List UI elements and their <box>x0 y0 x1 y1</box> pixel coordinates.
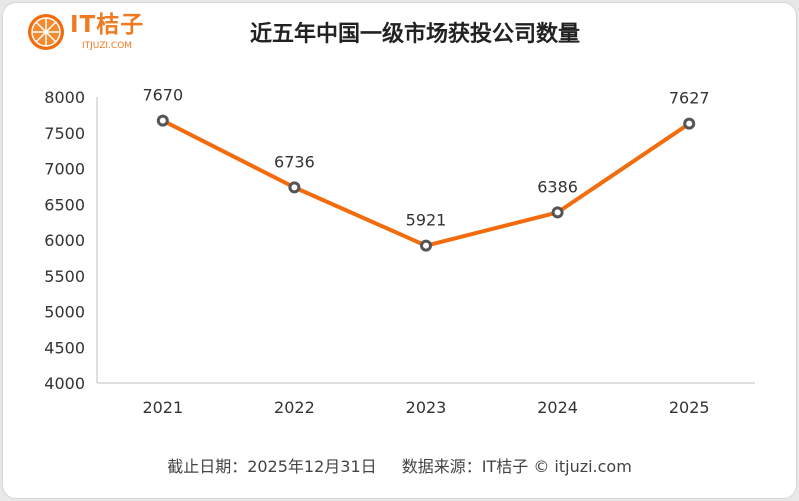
x-tick-label: 2024 <box>537 398 578 417</box>
data-label: 7670 <box>142 86 183 105</box>
data-point <box>683 117 696 130</box>
data-point <box>420 239 432 252</box>
x-tick-label: 2023 <box>406 398 447 417</box>
data-label: 6736 <box>274 152 315 171</box>
data-point <box>288 181 301 194</box>
footer-date: 截止日期：2025年12月31日 <box>167 457 377 476</box>
footer: 截止日期：2025年12月31日 数据来源：IT桔子 © itjuzi.com <box>0 453 799 477</box>
y-tick-label: 8000 <box>44 88 85 107</box>
y-tick-label: 6000 <box>44 231 85 250</box>
y-tick-label: 7500 <box>44 124 85 143</box>
data-point <box>156 114 169 127</box>
data-label: 5921 <box>406 211 447 230</box>
y-tick-label: 4500 <box>44 338 85 357</box>
data-label: 7627 <box>669 89 710 108</box>
y-tick-label: 7000 <box>44 160 85 179</box>
data-point <box>551 206 564 219</box>
data-label: 6386 <box>537 177 578 196</box>
x-tick-label: 2021 <box>142 398 183 417</box>
logo: IT桔子 ITJUZI.COM <box>26 12 166 54</box>
orange-slice-icon <box>28 14 64 50</box>
y-tick-label: 5000 <box>44 303 85 322</box>
y-tick-label: 4000 <box>44 374 85 393</box>
y-tick-label: 6500 <box>44 195 85 214</box>
x-tick-label: 2022 <box>274 398 315 417</box>
x-tick-label: 2025 <box>669 398 710 417</box>
logo-subtext: ITJUZI.COM <box>82 41 133 51</box>
y-tick-label: 5500 <box>44 267 85 286</box>
chart-title: 近五年中国一级市场获投公司数量 <box>249 22 580 47</box>
footer-source: 数据来源：IT桔子 © itjuzi.com <box>401 457 632 476</box>
logo-text: IT桔子 <box>70 12 145 38</box>
